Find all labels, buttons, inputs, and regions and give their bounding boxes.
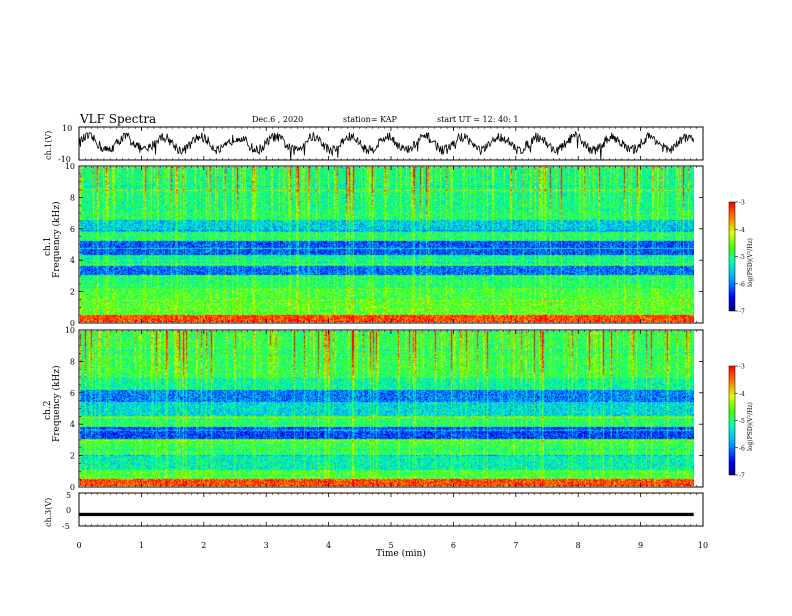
time-tick-label-9: 9 [638,541,643,550]
header-station: station= KAP [343,115,398,124]
colorbar-ch1-ticks: -3 -4 -5 -6 -7 [735,200,745,316]
colorbar-ch1-tick-label-3: -6 [739,281,745,288]
ch1-freq-ytick-label-0: 0 [70,319,75,328]
ch3-waveform-panel: 5 0 -5 ch.3(V) [44,491,704,531]
colorbar-ch2-tick-label-4: -7 [739,473,745,480]
ch1-spec-channel-label: ch.1 [43,237,53,256]
time-axis-label: Time (min) [376,548,426,559]
colorbar-ch1-tick-label-4: -7 [739,309,745,316]
colorbar-ch1-gradient [728,201,736,312]
ch1-voltage-label: ch.1(V) [44,131,53,160]
time-tick-label-6: 6 [451,541,456,550]
colorbar-ch1-tick-label-2: -5 [739,254,745,261]
colorbar-ch1-tick-label-0: -3 [739,200,745,207]
ch3-signal-band [79,512,694,517]
ch2-freq-ytick-label-2: 4 [70,420,75,429]
colorbar-ch2-gradient [728,365,736,476]
ch1-freq-ytick-label-4: 8 [70,193,75,202]
ch2-freq-ytick-label-4: 8 [70,357,75,366]
time-tick-label-8: 8 [576,541,581,550]
time-tick-label-3: 3 [264,541,269,550]
time-axis: 0 1 2 3 4 5 6 7 8 9 10 [76,127,708,550]
ch2-frequency-ticks: 0 2 4 6 8 10 [65,326,703,492]
ch1-freq-ytick-label-3: 6 [70,225,75,234]
ch2-spec-channel-label: ch.2 [43,401,53,420]
ch2-freq-ytick-label-0: 0 [70,483,75,492]
colorbar-ch2-ticks: -3 -4 -5 -6 -7 [735,364,745,480]
header-date: Dec.6 , 2020 [252,115,303,124]
time-tick-label-4: 4 [326,541,331,550]
ch2-spectrogram-panel: 0 2 4 6 8 10 ch.2 Frequency (kHz) [43,326,704,492]
ch1-frequency-ticks: 0 2 4 6 8 10 [65,162,703,328]
colorbar-ch2: -3 -4 -5 -6 -7 log(PSD)(V²/Hz) [728,364,754,480]
ch1-ytick-bottom: -10 [58,155,71,164]
figure-title: VLF Spectra [79,112,156,126]
colorbar-ch1: -3 -4 -5 -6 -7 log(PSD)(V²/Hz) [728,200,754,316]
time-tick-label-10: 10 [698,541,708,550]
ch3-waveform-frame [78,492,704,527]
ch2-spectrogram-image [80,331,694,486]
colorbar-ch2-tick-label-1: -4 [739,391,745,398]
ch1-waveform-frame [78,126,704,161]
colorbar-ch1-label: log(PSD)(V²/Hz) [747,238,754,287]
ch1-waveform-line [79,130,694,160]
ch2-freq-ytick-label-3: 6 [70,389,75,398]
ch1-waveform-panel: 10 -10 ch.1(V) [44,124,704,164]
time-tick-label-7: 7 [513,541,518,550]
colorbar-ch2-label: log(PSD)(V²/Hz) [747,402,754,451]
time-tick-label-0: 0 [76,541,81,550]
ch1-freq-ytick-label-1: 2 [70,288,75,297]
colorbar-ch2-tick-label-3: -6 [739,445,745,452]
time-tick-label-1: 1 [139,541,144,550]
ch2-freq-ytick-label-5: 10 [65,326,75,335]
header-start-ut: start UT = 12: 40: 1 [437,115,518,124]
ch1-freq-ytick-label-2: 4 [70,256,75,265]
ch1-freq-ytick-label-5: 10 [65,162,75,171]
ch1-spectrogram-image [80,167,694,322]
ch3-ytick-top: 5 [66,491,71,500]
ch2-frequency-axis-label: Frequency (kHz) [51,365,62,442]
colorbar-ch2-tick-label-2: -5 [739,418,745,425]
ch1-ytick-top: 10 [62,124,72,133]
ch2-freq-ytick-label-1: 2 [70,452,75,461]
ch1-spectrogram-panel: 0 2 4 6 8 10 ch.1 Frequency (kHz) [43,162,704,328]
ch3-voltage-label: ch.3(V) [44,498,53,527]
colorbar-ch1-tick-label-1: -4 [739,227,745,234]
colorbar-ch2-tick-label-0: -3 [739,364,745,371]
ch3-ytick-mid: 0 [66,506,71,515]
ch1-frequency-axis-label: Frequency (kHz) [51,201,62,278]
ch3-ytick-bottom: -5 [62,522,70,531]
time-tick-label-5: 5 [388,541,393,550]
time-tick-label-2: 2 [201,541,206,550]
